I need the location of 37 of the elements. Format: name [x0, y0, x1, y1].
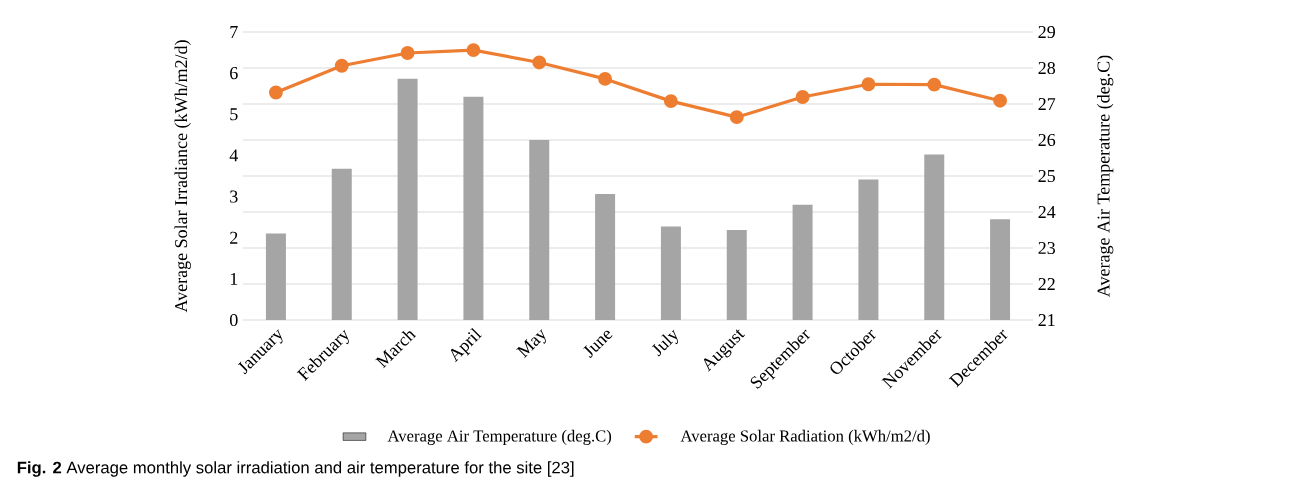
- point: [795, 90, 810, 104]
- y2-tick-label: 24: [1038, 206, 1056, 218]
- y-tick-label: 2: [230, 231, 238, 244]
- x-tick-label: July: [651, 329, 679, 357]
- y2-axis-title: Average Air Temperature (deg.C): [1096, 55, 1114, 297]
- y-tick-label: 4: [229, 149, 239, 162]
- x-tick-label: June: [583, 330, 613, 358]
- y-tick-label: 7: [230, 26, 238, 38]
- point: [268, 85, 283, 100]
- y2-tick-label: 29: [1038, 25, 1055, 39]
- point: [532, 55, 547, 70]
- point: [993, 93, 1008, 108]
- x-tick-label: May: [516, 329, 546, 358]
- y2-tick-label: 26: [1038, 133, 1056, 147]
- point: [729, 110, 744, 125]
- y-tick-label: 3: [230, 190, 238, 203]
- point: [663, 94, 678, 109]
- y-axis-title: Average Solar Irradiance (kWh/m2/d): [174, 40, 191, 313]
- point: [466, 43, 481, 58]
- text: Fig. 2 Average monthly solar irradiation and air temperature for the site [23]: [17, 461, 574, 477]
- point: [334, 58, 349, 73]
- y2-tick-label: 22: [1038, 278, 1055, 290]
- y2-tick-label: 28: [1038, 61, 1056, 75]
- legend-label: Average Air Temperature (deg.C): [387, 429, 612, 446]
- y2-tick-label: 25: [1038, 169, 1056, 183]
- y-tick-label: 5: [230, 108, 238, 121]
- point: [400, 46, 415, 60]
- point: [861, 77, 876, 92]
- y-tick-label: 0: [229, 313, 238, 327]
- y-tick-label: 1: [230, 272, 238, 285]
- legend-label: Average Solar Radiation (kWh/m2/d): [680, 429, 930, 446]
- y-tick-label: 6: [230, 67, 238, 80]
- point: [927, 77, 942, 92]
- y2-tick-label: 27: [1038, 98, 1056, 110]
- y2-tick-label: 21: [1038, 314, 1055, 326]
- point: [598, 71, 613, 86]
- y2-tick-label: 23: [1038, 241, 1056, 255]
